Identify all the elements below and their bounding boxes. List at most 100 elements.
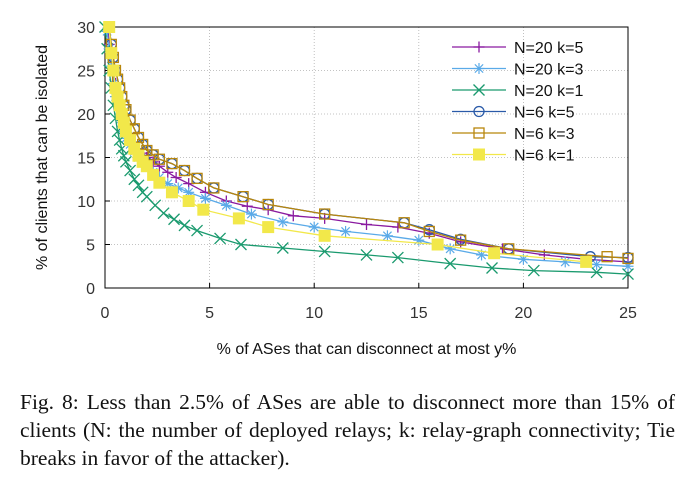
data-point: [168, 213, 180, 226]
y-tick-label: 5: [86, 238, 95, 255]
legend-swatch-marker: [473, 63, 485, 74]
data-point: [105, 47, 118, 60]
legend-label: N=6 k=1: [514, 148, 575, 165]
data-point: [319, 208, 331, 220]
data-point: [413, 234, 425, 246]
data-point: [107, 64, 120, 77]
legend-label: N=6 k=5: [514, 105, 575, 122]
data-point: [178, 219, 191, 232]
data-point: [191, 224, 204, 237]
y-tick-label: 0: [86, 281, 95, 298]
line-chart: 0 5 10 15 20 25 0 5 10 15 20 25 30 % of clients that…: [34, 20, 637, 358]
data-point: [423, 225, 435, 238]
data-point: [119, 155, 132, 168]
legend-swatch-marker: [473, 148, 485, 161]
data-point: [232, 212, 245, 225]
data-point: [153, 160, 165, 172]
data-point: [559, 256, 571, 268]
data-point: [214, 232, 227, 245]
axis-ticks: 0 5 10 15 20 25 0 5 10 15 20 25 30: [77, 20, 637, 322]
data-point: [166, 157, 178, 170]
legend-item: N=20 k=5: [452, 40, 583, 57]
data-point: [590, 266, 603, 279]
y-tick-label: 10: [77, 194, 95, 211]
legend-item: N=6 k=5: [452, 105, 575, 122]
data-point: [591, 259, 603, 271]
legend-label: N=20 k=5: [514, 40, 583, 57]
data-point: [165, 186, 178, 199]
data-point: [276, 242, 289, 254]
legend-label: N=6 k=3: [514, 126, 575, 143]
data-point: [220, 199, 232, 211]
data-point: [178, 164, 191, 177]
data-point: [262, 221, 275, 234]
data-point: [444, 243, 456, 255]
data-point: [191, 172, 203, 185]
legend-swatch-marker: [473, 84, 485, 96]
data-point: [208, 182, 220, 194]
data-point: [103, 21, 116, 33]
data-point: [503, 243, 515, 255]
x-tick-label: 5: [205, 305, 214, 322]
x-axis-label: % of ASes that can disconnect at most y%: [217, 341, 517, 358]
data-point: [245, 208, 257, 220]
data-point: [488, 247, 501, 260]
data-point: [153, 153, 166, 165]
y-tick-label: 20: [77, 107, 95, 124]
data-point: [128, 173, 141, 186]
data-point: [527, 264, 540, 277]
data-point: [308, 221, 320, 233]
data-point: [381, 230, 393, 242]
legend-item: N=6 k=3: [452, 126, 575, 143]
data-point: [241, 200, 253, 212]
data-point: [199, 192, 211, 204]
legend-item: N=20 k=1: [452, 83, 583, 100]
data-point: [360, 248, 373, 261]
data-point: [361, 218, 372, 230]
series-group: [99, 21, 634, 281]
data-point: [132, 179, 145, 192]
data-point: [237, 190, 249, 203]
data-point: [235, 238, 247, 251]
series-5: [103, 21, 593, 268]
x-tick-label: 10: [305, 305, 323, 322]
data-point: [318, 229, 331, 242]
y-tick-label: 15: [77, 151, 95, 168]
data-point: [157, 207, 170, 220]
data-point: [124, 164, 137, 177]
y-axis-label: % of clients that can be isolated: [34, 45, 51, 270]
data-point: [444, 257, 457, 270]
data-point: [197, 203, 210, 216]
legend-item: N=6 k=1: [452, 148, 575, 165]
legend-swatch-marker: [473, 105, 485, 118]
data-point: [170, 172, 182, 184]
legend-swatch-marker: [473, 127, 485, 139]
data-point: [140, 160, 153, 173]
data-point: [622, 252, 634, 265]
data-point: [182, 195, 195, 207]
figure-caption: Fig. 8: Less than 2.5% of ASes are able …: [20, 390, 675, 470]
legend-label: N=20 k=3: [514, 62, 583, 79]
data-point: [287, 210, 299, 222]
data-point: [580, 255, 593, 268]
y-tick-label: 30: [77, 20, 95, 37]
y-tick-label: 25: [77, 64, 95, 81]
data-point: [601, 251, 613, 263]
data-point: [262, 198, 274, 211]
x-tick-label: 25: [619, 305, 637, 322]
data-point: [454, 234, 467, 246]
legend-swatch-marker: [473, 41, 485, 53]
x-tick-label: 0: [101, 305, 110, 322]
x-tick-label: 15: [410, 305, 428, 322]
data-point: [277, 216, 289, 228]
data-point: [486, 262, 498, 274]
data-point: [153, 176, 166, 189]
legend-label: N=20 k=1: [514, 83, 583, 100]
data-point: [622, 268, 634, 281]
legend-item: N=20 k=3: [452, 62, 583, 79]
data-point: [147, 168, 160, 181]
data-point: [431, 238, 444, 251]
data-point: [391, 251, 404, 264]
legend: N=20 k=5 N=20 k=3 N=20 k=1 N=6 k=5 N=6 k=3 N=…: [452, 40, 583, 165]
data-point: [318, 245, 331, 258]
